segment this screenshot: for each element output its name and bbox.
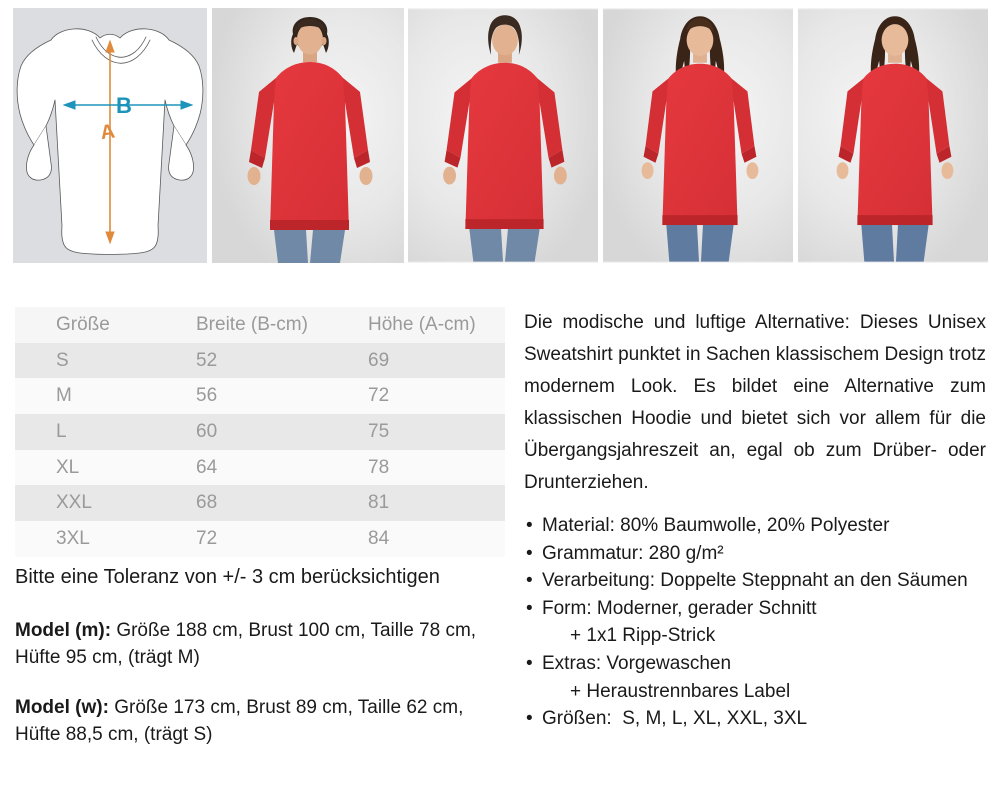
svg-text:A: A [99,120,116,144]
svg-text:B: B [116,93,132,118]
